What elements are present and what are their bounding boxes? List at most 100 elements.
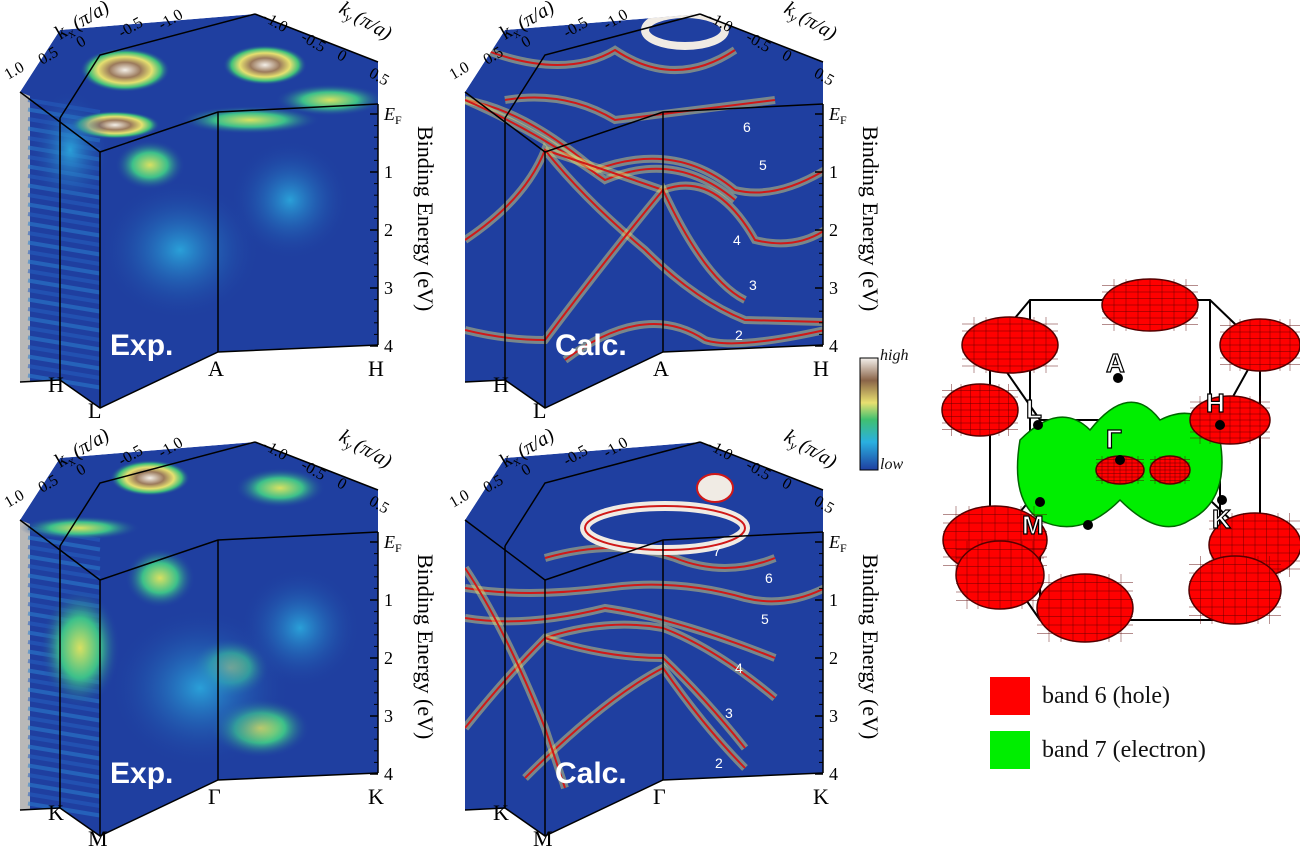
- symmetry-point-1: L: [533, 398, 546, 423]
- energy-tick-label: 4: [829, 336, 838, 356]
- intensity-blob: [235, 468, 325, 508]
- energy-axis-label: Binding Energy (eV): [858, 554, 883, 739]
- bz-label-H: H: [1206, 388, 1225, 418]
- energy-axis-label: Binding Energy (eV): [413, 126, 438, 311]
- fermi-surface-pocket: [641, 14, 729, 50]
- kx-tick-label: 1.0: [2, 487, 28, 512]
- band-label: 6: [743, 119, 751, 135]
- energy-tick-label: 1: [384, 162, 393, 182]
- bz-point-dot: [1033, 420, 1043, 430]
- bz-point-dot: [1113, 373, 1123, 383]
- symmetry-point-2: A: [208, 356, 224, 381]
- legend-swatch-hole: [990, 677, 1030, 715]
- band-label: 4: [735, 660, 743, 676]
- band-line-3: [465, 148, 823, 323]
- frame-bottom-edge: [464, 344, 824, 409]
- band-label: 6: [765, 570, 773, 586]
- intensity-map: [465, 442, 823, 836]
- energy-tick-label: 4: [384, 336, 393, 356]
- intensity-blob: [30, 90, 110, 210]
- symmetry-point-3: K: [813, 784, 829, 809]
- energy-tick-label: 3: [829, 278, 838, 298]
- ky-axis-label: ky(π/a): [335, 425, 396, 474]
- symmetry-point-2: A: [653, 356, 669, 381]
- band-label: 3: [749, 277, 757, 293]
- symmetry-point-2: Γ: [208, 784, 221, 809]
- bz-point-dot: [1115, 455, 1125, 465]
- symmetry-point-1: M: [88, 826, 108, 851]
- legend-swatch-electron: [990, 731, 1030, 769]
- band-line-1: [465, 99, 736, 201]
- ky-axis-label: ky(π/a): [780, 0, 841, 47]
- bz-label-Γ: Γ: [1106, 424, 1122, 454]
- intensity-map: [465, 14, 823, 408]
- band-line-4: [465, 188, 746, 342]
- intensity-blob: [115, 140, 185, 190]
- energy-tick-label: 1: [829, 590, 838, 610]
- band-line-5: [564, 323, 823, 361]
- legend-label-electron: band 7 (electron): [1042, 736, 1206, 763]
- edge-strip: [20, 520, 30, 810]
- intensity-blob: [20, 516, 140, 540]
- intensity-blob: [100, 180, 260, 320]
- legend: band 6 (hole) band 7 (electron): [990, 676, 1206, 770]
- band-label: 5: [759, 157, 767, 173]
- bz-point-dot: [1083, 520, 1093, 530]
- intensity-blob: [110, 608, 290, 768]
- band-label: 2: [735, 327, 743, 343]
- frame-bottom-edge: [464, 772, 824, 837]
- bz-point-dot: [1035, 497, 1045, 507]
- legend-item-hole: band 6 (hole): [990, 676, 1206, 716]
- brillouin-zone-figure: A L H Γ M K: [941, 278, 1300, 643]
- energy-tick-label: 4: [384, 764, 393, 784]
- colorbar-high-label: high: [880, 347, 909, 364]
- energy-tick-label: EF: [383, 104, 402, 127]
- band-line-6: [465, 567, 566, 789]
- colorbar: [859, 357, 879, 471]
- band-label: 7: [713, 543, 721, 559]
- frame-bottom-edge: [19, 772, 379, 837]
- intensity-blob: [40, 588, 120, 708]
- energy-tick-label: EF: [383, 532, 402, 555]
- symmetry-point-3: H: [368, 356, 384, 381]
- legend-item-electron: band 7 (electron): [990, 730, 1206, 770]
- colorbar-low-label: low: [880, 456, 904, 473]
- ky-axis-label: ky(π/a): [335, 0, 396, 47]
- energy-tick-label: 2: [829, 220, 838, 240]
- panel-tag: Exp.: [110, 757, 173, 790]
- kx-tick-label: 1.0: [447, 59, 473, 84]
- panel-tag: Exp.: [110, 329, 173, 362]
- frame-diagonal: [504, 441, 701, 547]
- ky-axis-label: ky(π/a): [780, 425, 841, 474]
- intensity-blob: [110, 460, 190, 496]
- energy-tick-label: 3: [384, 706, 393, 726]
- energy-tick-label: 4: [829, 764, 838, 784]
- kx-tick-label: 1.0: [2, 59, 28, 84]
- frame-back-edge: [699, 441, 824, 491]
- panel-tag: Calc.: [555, 329, 627, 362]
- band-label: 2: [715, 755, 723, 771]
- bz-label-A: A: [1106, 348, 1125, 378]
- symmetry-point-0: H: [493, 372, 509, 397]
- energy-tick-label: 2: [829, 648, 838, 668]
- legend-label-hole: band 6 (hole): [1042, 682, 1170, 709]
- frame-back-edge: [699, 13, 824, 63]
- bz-label-M: M: [1022, 510, 1044, 540]
- energy-tick-label: 3: [829, 706, 838, 726]
- band-line-0: [544, 547, 776, 569]
- band-line-2: [544, 149, 823, 245]
- energy-tick-label: EF: [828, 104, 847, 127]
- frame-diagonal: [504, 13, 701, 119]
- energy-tick-label: 1: [829, 162, 838, 182]
- panel-tag: Calc.: [555, 757, 627, 790]
- band-line-4: [465, 636, 746, 749]
- bz-point-dot: [1217, 495, 1227, 505]
- intensity-blob: [230, 140, 350, 260]
- fermi-surface-ring-line: [584, 505, 746, 551]
- intensity-blob: [223, 45, 307, 85]
- frame-back-edge: [254, 13, 379, 63]
